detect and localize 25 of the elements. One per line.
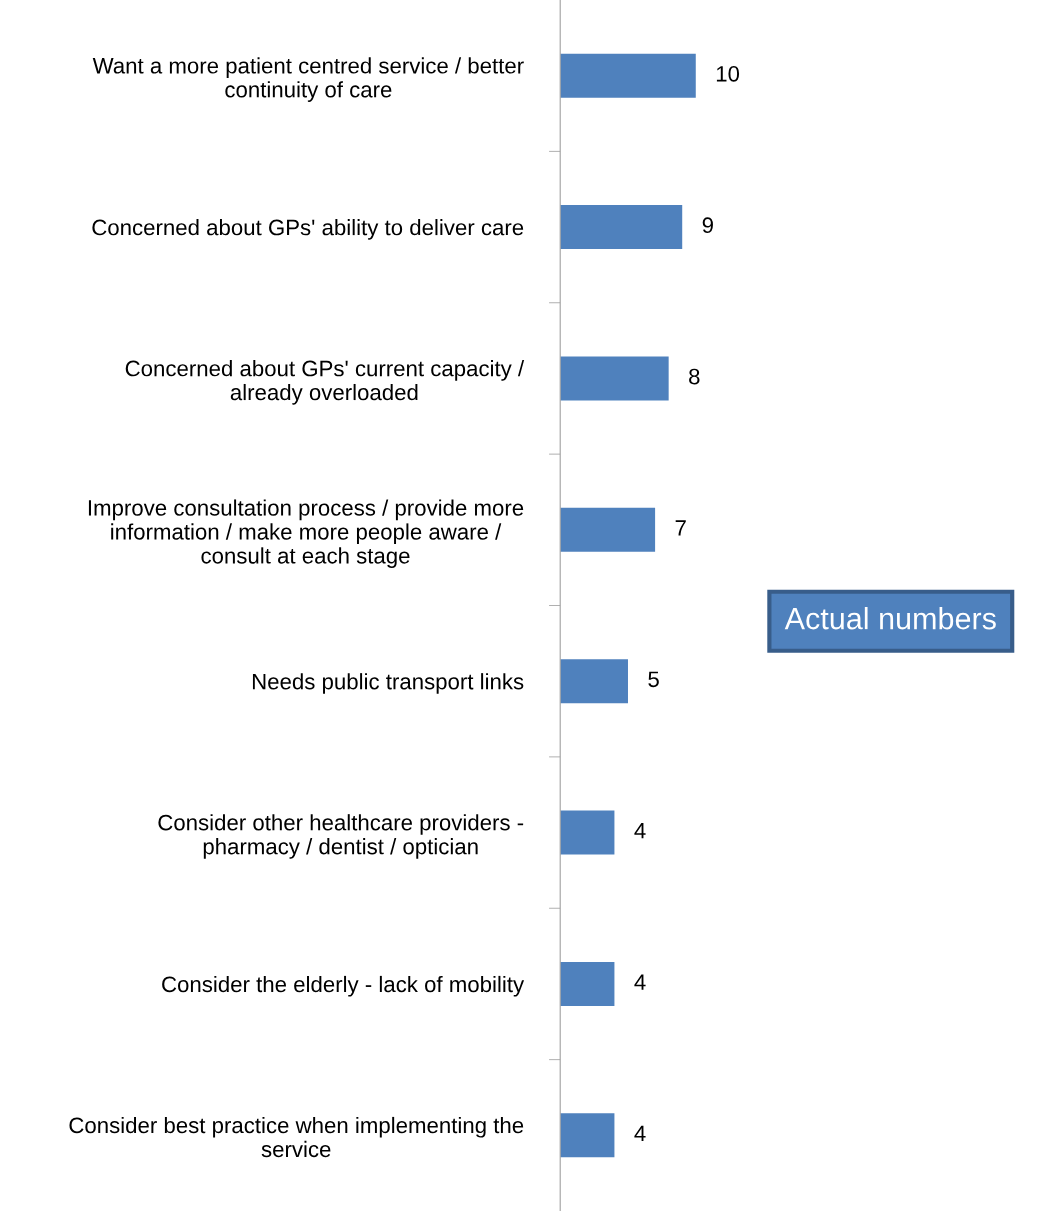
bar <box>560 810 615 855</box>
data-label: 4 <box>634 974 646 990</box>
data-label: 4 <box>634 1125 646 1142</box>
y-tick-label: Concerned about GPs' current capacity / already overloaded <box>125 360 525 405</box>
y-tick-label: Improve consultation process / provide more information / make more people aware / consult at each stage <box>88 499 524 569</box>
bar <box>560 53 696 98</box>
data-label: 4 <box>634 823 646 839</box>
bar <box>560 659 628 704</box>
y-tick-label: Consider the elderly - lack of mobility <box>162 975 525 997</box>
bar <box>560 1113 615 1158</box>
y-tick-label: Want a more patient centred service / better continuity of care <box>92 57 524 102</box>
y-tick-label: Consider other healthcare providers - pharmacy / dentist / optician <box>158 814 524 859</box>
data-label: 10 <box>716 65 740 82</box>
data-label: 9 <box>702 217 713 234</box>
y-tick-label: Concerned about GPs' ability to deliver care <box>92 219 524 240</box>
y-tick-label: Needs public transport links <box>252 673 524 694</box>
y-tick-label: Consider best practice when implementing the service <box>69 1116 524 1158</box>
data-label: 8 <box>689 368 700 385</box>
bar <box>560 356 669 401</box>
data-label: 7 <box>675 520 686 536</box>
bar <box>560 205 683 250</box>
bar <box>560 507 656 552</box>
bar <box>560 961 615 1006</box>
data-label: 5 <box>648 671 659 688</box>
text: Actual numbers <box>784 607 996 630</box>
